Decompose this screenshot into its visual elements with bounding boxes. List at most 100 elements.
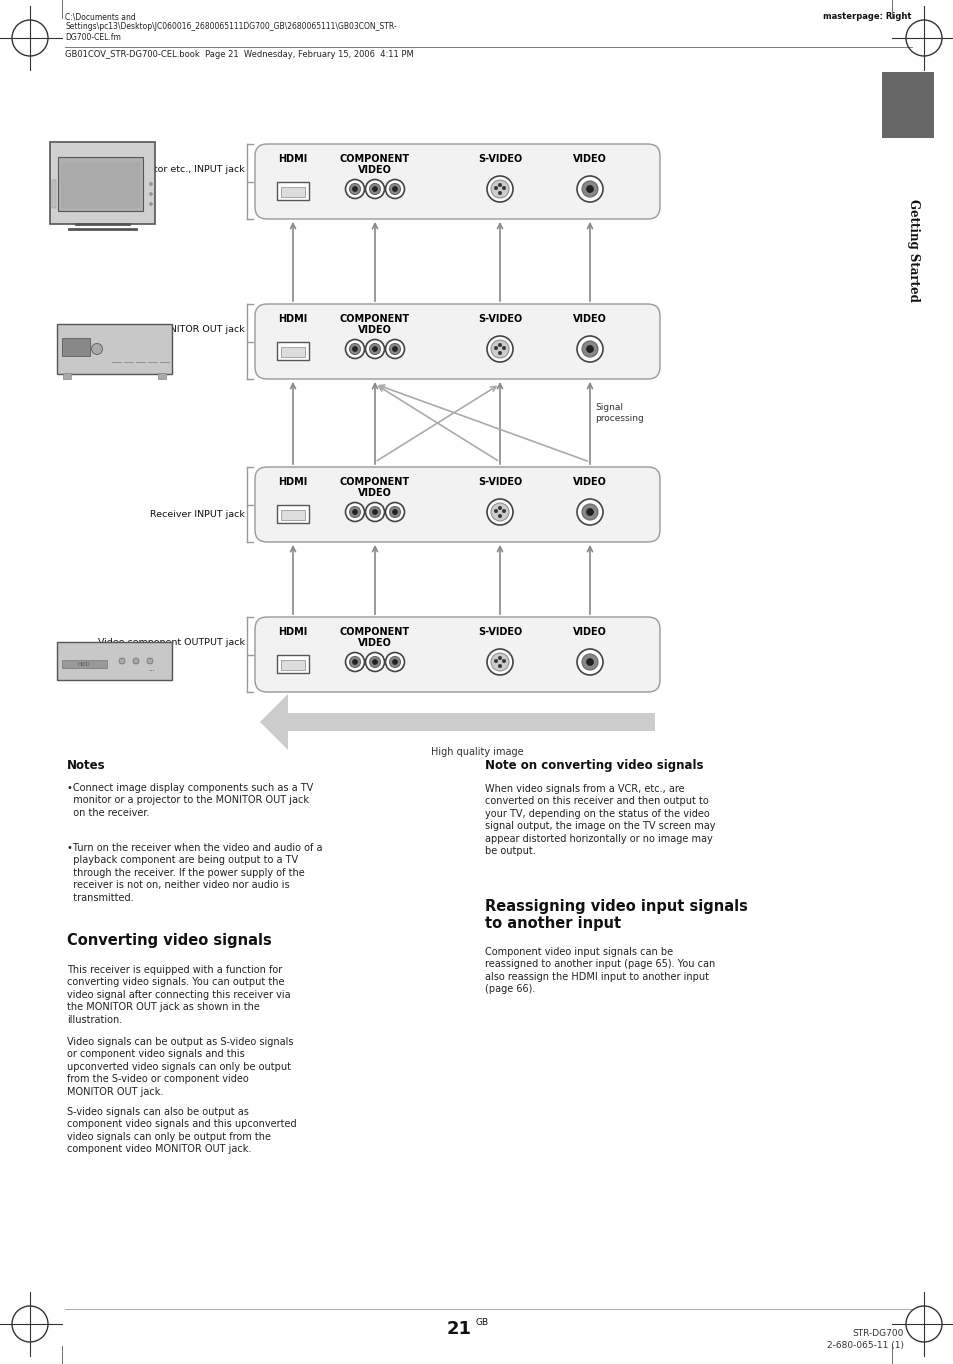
Text: HDMI: HDMI <box>278 154 307 164</box>
Circle shape <box>349 184 360 195</box>
Circle shape <box>501 509 505 513</box>
Circle shape <box>581 653 598 670</box>
Circle shape <box>389 656 400 667</box>
Circle shape <box>581 341 598 357</box>
Circle shape <box>352 346 357 352</box>
Circle shape <box>497 656 501 660</box>
Bar <box>62 660 107 668</box>
Text: Notes: Notes <box>67 758 106 772</box>
FancyBboxPatch shape <box>254 466 659 542</box>
Bar <box>281 187 305 196</box>
Circle shape <box>345 652 364 671</box>
Circle shape <box>491 180 509 198</box>
Text: Video signals can be output as S-video signals
or component video signals and th: Video signals can be output as S-video s… <box>67 1037 294 1097</box>
Bar <box>158 372 166 379</box>
Circle shape <box>586 509 593 516</box>
Text: S-VIDEO: S-VIDEO <box>477 627 521 637</box>
Text: VIDEO: VIDEO <box>573 154 606 164</box>
Text: masterpage: Right: masterpage: Right <box>822 12 911 20</box>
Circle shape <box>349 344 360 355</box>
Circle shape <box>577 176 602 202</box>
Circle shape <box>365 502 384 521</box>
Circle shape <box>491 503 509 521</box>
Circle shape <box>349 656 360 667</box>
Circle shape <box>497 664 501 668</box>
Text: HDMI: HDMI <box>278 627 307 637</box>
Text: HDMI: HDMI <box>278 314 307 325</box>
Text: GB01COV_STR-DG700-CEL.book  Page 21  Wednesday, February 15, 2006  4:11 PM: GB01COV_STR-DG700-CEL.book Page 21 Wedne… <box>65 50 414 59</box>
Circle shape <box>352 510 357 514</box>
Text: COMPONENT
VIDEO: COMPONENT VIDEO <box>339 314 410 334</box>
Circle shape <box>491 340 509 357</box>
Circle shape <box>389 184 400 195</box>
Circle shape <box>352 660 357 664</box>
Text: S-VIDEO: S-VIDEO <box>477 477 521 487</box>
Circle shape <box>365 652 384 671</box>
Text: STR-DG700
2-680-065-11 (1): STR-DG700 2-680-065-11 (1) <box>826 1329 903 1350</box>
Circle shape <box>119 657 125 664</box>
Circle shape <box>372 510 377 514</box>
Circle shape <box>581 181 598 196</box>
Bar <box>276 655 309 672</box>
FancyBboxPatch shape <box>254 304 659 379</box>
Text: High quality image: High quality image <box>431 747 523 757</box>
Text: VIDEO: VIDEO <box>573 314 606 325</box>
Circle shape <box>365 180 384 199</box>
Text: Receiver MONITOR OUT jack: Receiver MONITOR OUT jack <box>111 325 245 334</box>
Bar <box>52 180 56 207</box>
Circle shape <box>150 202 152 206</box>
Bar <box>276 342 309 360</box>
Text: Note on converting video signals: Note on converting video signals <box>484 758 702 772</box>
Circle shape <box>392 510 397 514</box>
Circle shape <box>150 192 152 195</box>
Bar <box>276 181 309 201</box>
Bar <box>281 660 305 670</box>
Text: COMPONENT
VIDEO: COMPONENT VIDEO <box>339 477 410 498</box>
Circle shape <box>369 656 380 667</box>
Text: ...: ... <box>149 666 155 672</box>
Circle shape <box>577 649 602 675</box>
Circle shape <box>486 499 513 525</box>
Text: VIDEO: VIDEO <box>573 477 606 487</box>
Circle shape <box>349 506 360 517</box>
Circle shape <box>389 506 400 517</box>
Text: Component video input signals can be
reassigned to another input (page 65). You : Component video input signals can be rea… <box>484 947 715 994</box>
Circle shape <box>345 180 364 199</box>
Circle shape <box>91 344 102 355</box>
Text: HDD: HDD <box>77 662 91 667</box>
Circle shape <box>392 346 397 352</box>
Bar <box>61 162 140 207</box>
Bar <box>57 642 172 681</box>
Text: •Connect image display components such as a TV
  monitor or a projector to the M: •Connect image display components such a… <box>67 783 313 818</box>
Circle shape <box>497 183 501 187</box>
Circle shape <box>577 336 602 361</box>
Circle shape <box>369 506 380 517</box>
Circle shape <box>352 187 357 191</box>
Text: Reassigning video input signals
to another input: Reassigning video input signals to anoth… <box>484 899 747 932</box>
Circle shape <box>372 660 377 664</box>
Bar <box>276 505 309 522</box>
Text: COMPONENT
VIDEO: COMPONENT VIDEO <box>339 627 410 648</box>
Circle shape <box>389 344 400 355</box>
Bar <box>50 142 154 224</box>
Text: When video signals from a VCR, etc., are
converted on this receiver and then out: When video signals from a VCR, etc., are… <box>484 784 715 857</box>
Circle shape <box>497 344 501 346</box>
Bar <box>63 372 71 379</box>
Text: •Turn on the receiver when the video and audio of a
  playback component are bei: •Turn on the receiver when the video and… <box>67 843 322 903</box>
Circle shape <box>586 659 593 666</box>
Circle shape <box>345 502 364 521</box>
Circle shape <box>372 187 377 191</box>
Circle shape <box>501 659 505 663</box>
Text: COMPONENT
VIDEO: COMPONENT VIDEO <box>339 154 410 175</box>
Circle shape <box>147 657 152 664</box>
Bar <box>281 510 305 520</box>
Text: This receiver is equipped with a function for
converting video signals. You can : This receiver is equipped with a functio… <box>67 964 291 1024</box>
Circle shape <box>486 176 513 202</box>
Text: S-video signals can also be output as
component video signals and this upconvert: S-video signals can also be output as co… <box>67 1108 296 1154</box>
Bar <box>58 157 143 211</box>
Text: C:\Documents and
Settings\pc13\Desktop\JC060016_2680065111DG700_GB\2680065111\GB: C:\Documents and Settings\pc13\Desktop\J… <box>65 12 396 42</box>
Bar <box>62 338 90 356</box>
Text: S-VIDEO: S-VIDEO <box>477 314 521 325</box>
Text: Getting Started: Getting Started <box>905 199 919 301</box>
Circle shape <box>369 344 380 355</box>
